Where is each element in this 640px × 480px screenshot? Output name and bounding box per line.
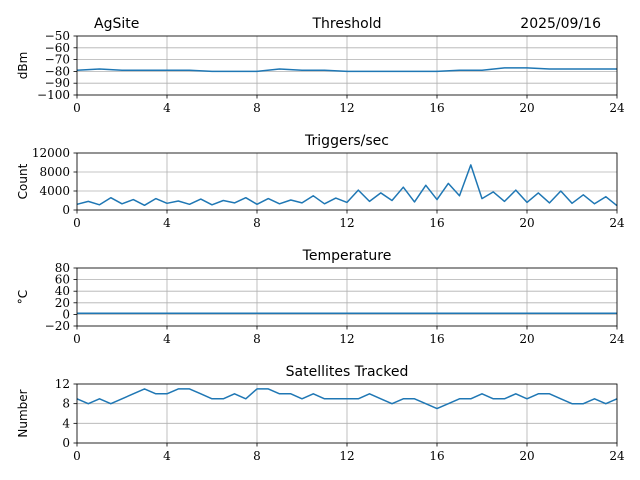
x-tick-label: 12: [339, 101, 354, 115]
y-tick-label: −60: [45, 41, 70, 55]
x-tick-label: 0: [73, 332, 81, 346]
chart-title: Temperature: [302, 248, 392, 264]
x-tick-label: 24: [609, 449, 625, 463]
y-tick-label: 60: [55, 273, 70, 287]
y-axis-label: Number: [16, 389, 30, 437]
y-tick-label: −70: [45, 53, 70, 67]
series-line: [76, 67, 617, 73]
y-tick-label: −50: [45, 29, 70, 43]
x-tick-label: 8: [253, 332, 261, 346]
date-label: 2025/09/16: [520, 16, 601, 32]
x-tick-label: 16: [429, 332, 444, 346]
x-tick-label: 4: [163, 332, 171, 346]
y-tick-label: 20: [55, 296, 70, 310]
x-tick-label: 4: [163, 216, 171, 230]
x-tick-label: 8: [253, 216, 261, 230]
x-tick-label: 0: [73, 216, 81, 230]
y-tick-label: 12: [55, 377, 70, 391]
x-tick-label: 16: [429, 216, 444, 230]
y-tick-label: −20: [45, 319, 70, 333]
y-tick-label: 12000: [32, 146, 70, 160]
y-tick-label: 0: [62, 307, 70, 321]
x-tick-label: 16: [429, 449, 444, 463]
x-tick-label: 24: [609, 101, 625, 115]
x-tick-label: 16: [429, 101, 444, 115]
y-tick-label: −80: [45, 64, 70, 78]
x-tick-label: 24: [609, 216, 625, 230]
y-tick-label: 8: [62, 397, 70, 411]
site-name: AgSite: [94, 16, 139, 32]
x-tick-label: 8: [253, 101, 261, 115]
x-tick-label: 0: [73, 449, 81, 463]
x-tick-label: 24: [609, 332, 625, 346]
y-tick-label: −100: [37, 88, 70, 102]
y-tick-label: 0: [62, 203, 70, 217]
y-tick-label: 8000: [39, 165, 70, 179]
chart-panel: 0 4 8 12 16 20 24 0 4000 8000 12000 Triggers/sec Cou…: [16, 133, 625, 230]
x-tick-label: 12: [339, 449, 354, 463]
chart-panels: 0 4 8 12 16 20 24 −100−90−80−70−60−50 Threshold d…: [16, 16, 625, 463]
x-tick-label: 12: [339, 332, 354, 346]
x-tick-label: 20: [519, 101, 534, 115]
chart-panel: 0 4 8 12 16 20 24 −100−90−80−70−60−50 Threshold d…: [16, 16, 625, 115]
x-tick-label: 4: [163, 101, 171, 115]
y-tick-label: 4000: [39, 184, 70, 198]
x-tick-label: 20: [519, 332, 534, 346]
series-line: [76, 164, 618, 207]
x-tick-label: 12: [339, 216, 354, 230]
chart-panel: 0 4 8 12 16 20 24 0 4 8 12 Satellites Tracked Number: [16, 364, 625, 463]
y-axis-label: Count: [16, 163, 30, 199]
y-tick-label: 4: [62, 416, 70, 430]
x-tick-label: 20: [519, 449, 534, 463]
y-axis-label: °C: [16, 290, 30, 304]
series-line: [76, 388, 618, 410]
x-tick-label: 20: [519, 216, 534, 230]
y-tick-label: 0: [62, 436, 70, 450]
x-tick-label: 4: [163, 449, 171, 463]
x-tick-label: 8: [253, 449, 261, 463]
chart-title: Satellites Tracked: [286, 364, 409, 380]
y-axis-label: dBm: [16, 52, 30, 80]
chart-title: Threshold: [312, 16, 382, 32]
x-tick-label: 0: [73, 101, 81, 115]
chart-title: Triggers/sec: [304, 133, 389, 149]
y-tick-label: 80: [55, 261, 70, 275]
y-tick-label: −90: [45, 76, 70, 90]
y-tick-label: 40: [55, 284, 70, 298]
